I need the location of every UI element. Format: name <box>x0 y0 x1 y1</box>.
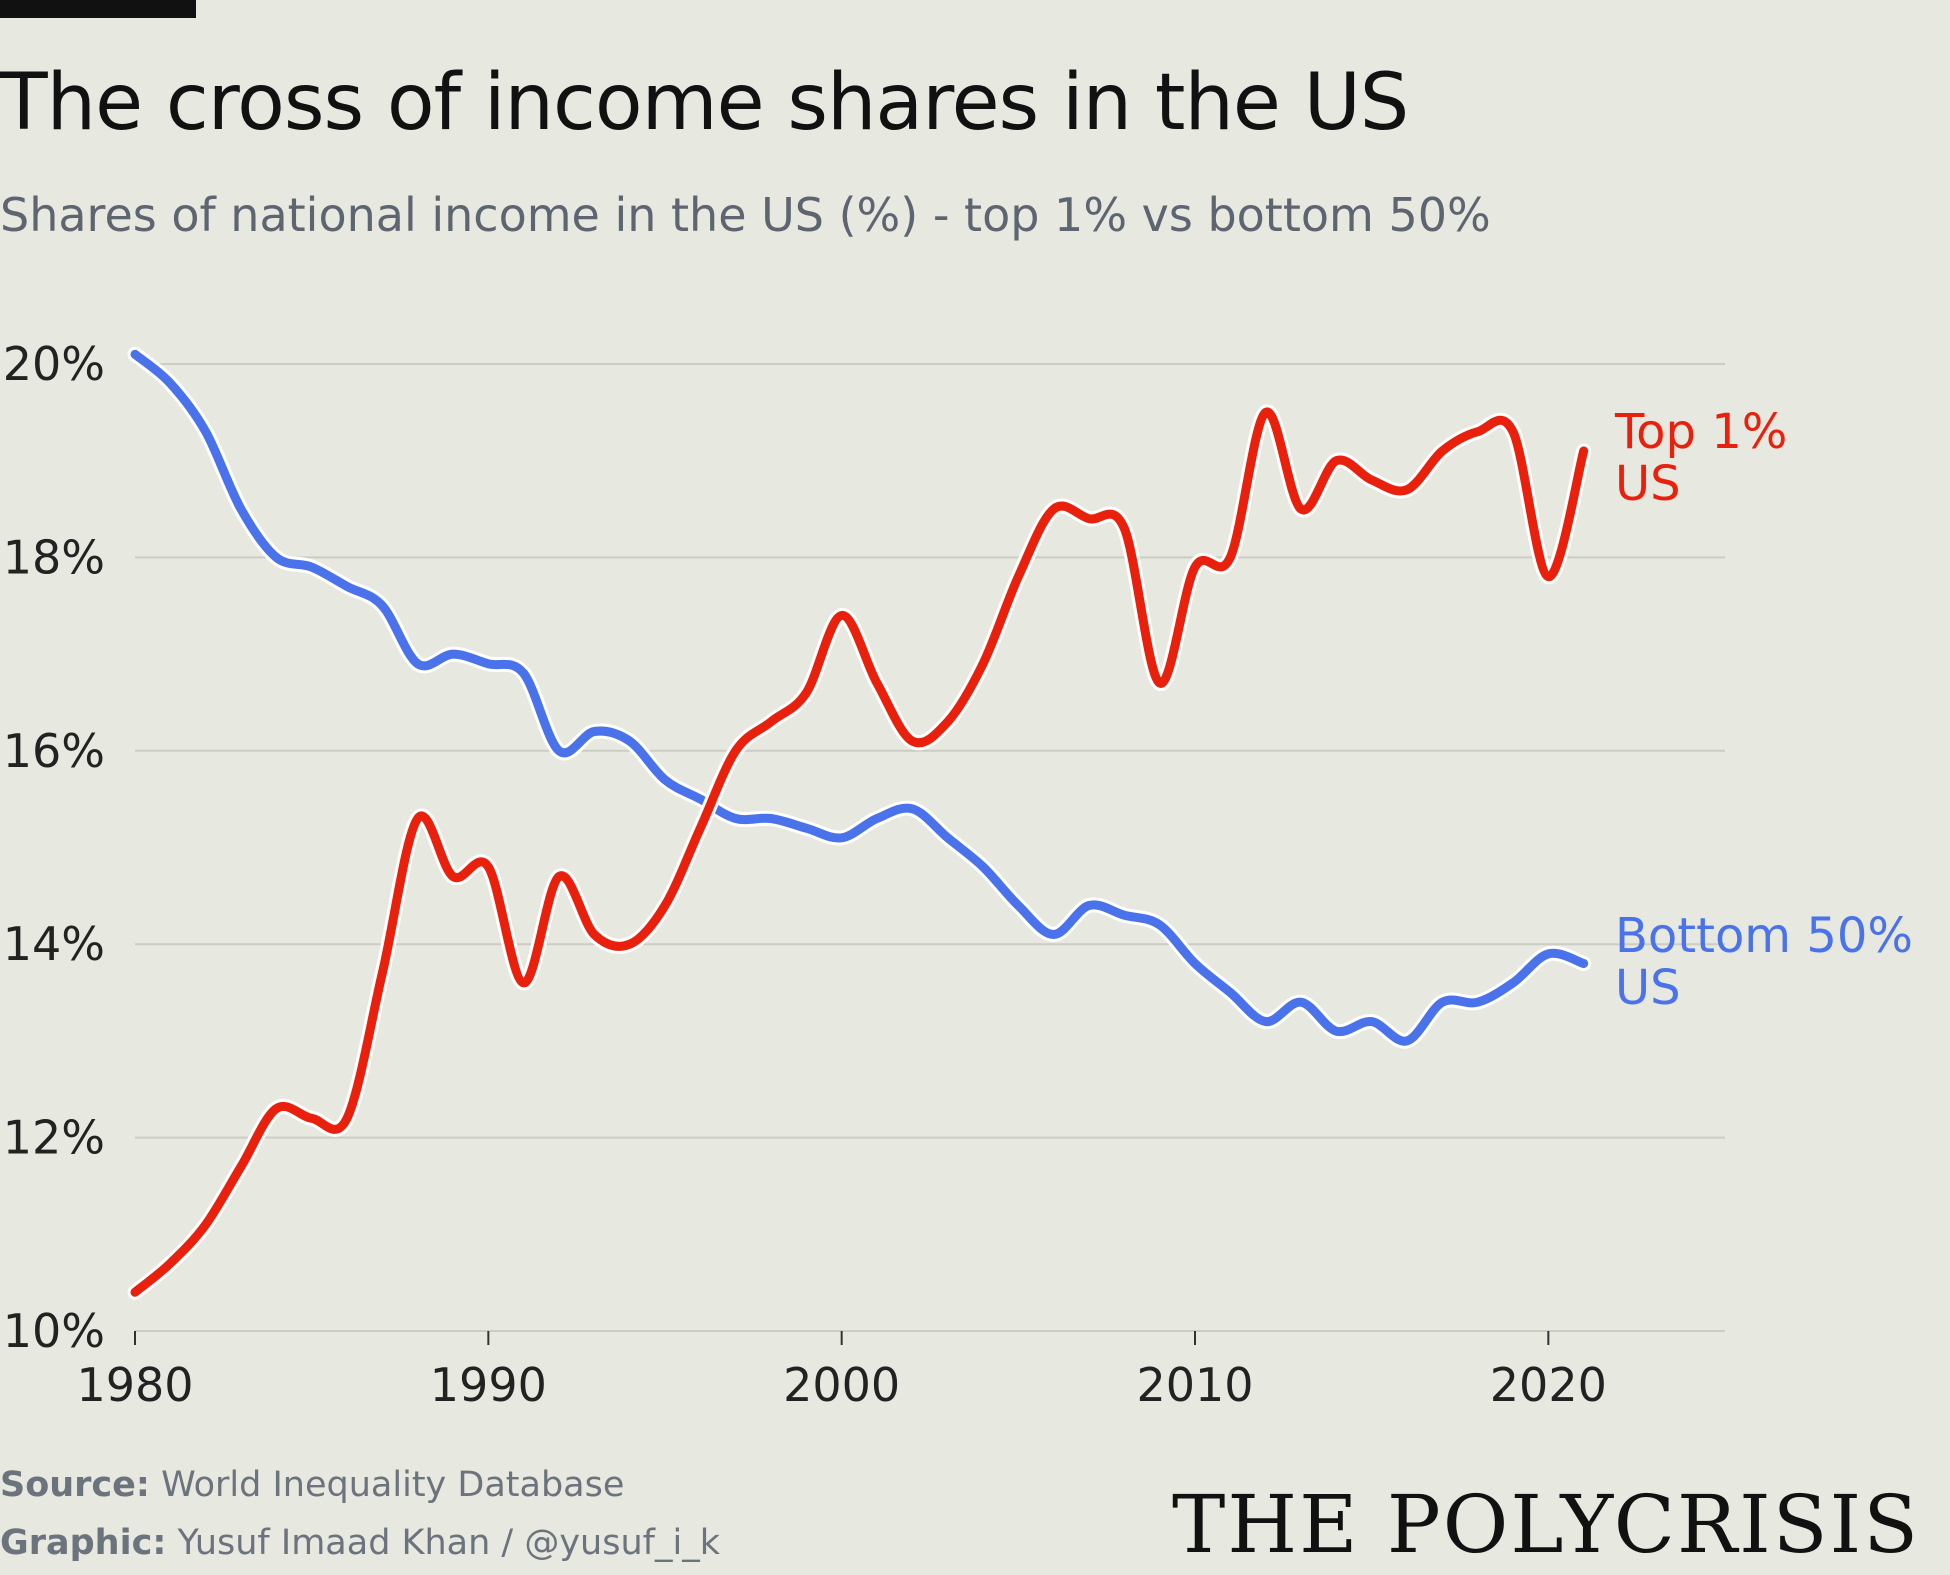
brand-logo: THE POLYCRISIS <box>1171 1478 1920 1571</box>
line-chart: 10% 12% 14% 16% 18% 20% 1980 1990 2000 2010 2020 To… <box>3 337 1913 1412</box>
x-tick-label: 1990 <box>430 1358 547 1412</box>
series-label: US <box>1615 456 1681 512</box>
y-tick-label: 16% <box>3 724 105 778</box>
series-line-halo <box>127 346 1592 1049</box>
series-label: Bottom 50% <box>1615 908 1913 964</box>
series-label: Top 1% <box>1614 404 1787 460</box>
y-tick-label: 14% <box>3 917 105 971</box>
graphic-value: Yusuf Imaad Khan / @yusuf_i_k <box>177 1523 720 1563</box>
series-line-halo <box>127 404 1592 1300</box>
top-accent-bar <box>0 0 196 18</box>
x-tick-label: 2000 <box>783 1358 900 1412</box>
chart-subtitle: Shares of national income in the US (%) … <box>0 188 1491 242</box>
y-tick-label: 10% <box>3 1304 105 1358</box>
y-tick-label: 20% <box>3 337 105 391</box>
graphic-label: Graphic: <box>0 1523 167 1563</box>
source-label: Source: <box>0 1465 150 1505</box>
x-tick-label: 2010 <box>1136 1358 1253 1412</box>
series-line <box>130 407 1589 1297</box>
x-tick-label: 2020 <box>1490 1358 1607 1412</box>
chart-title: The cross of income shares in the US <box>0 58 1409 148</box>
source-value: World Inequality Database <box>161 1465 625 1505</box>
y-tick-label: 18% <box>3 530 105 584</box>
graphic-credit: Graphic: Yusuf Imaad Khan / @yusuf_i_k <box>0 1523 720 1563</box>
series-line <box>130 349 1589 1046</box>
source-credit: Source: World Inequality Database <box>0 1465 624 1505</box>
y-tick-label: 12% <box>3 1111 105 1165</box>
series-label: US <box>1615 960 1681 1016</box>
x-tick-label: 1980 <box>76 1358 193 1412</box>
